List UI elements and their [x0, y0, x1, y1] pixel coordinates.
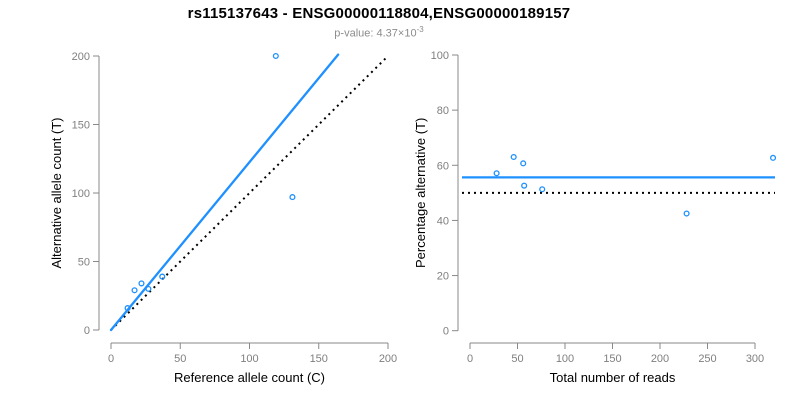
- data-point: [683, 210, 690, 217]
- x-tick-label: 300: [746, 353, 764, 365]
- y-tick-label: 40: [437, 215, 449, 227]
- y-tick-label: 20: [437, 271, 449, 283]
- y-tick-label: 50: [78, 257, 90, 269]
- left-plot: 0 50 100 150 200 0 50 100 150 200 Reference allele…: [49, 51, 397, 385]
- data-point: [520, 160, 527, 167]
- x-axis-label: Reference allele count (C): [174, 370, 325, 385]
- data-point: [131, 287, 138, 294]
- plot-title: rs115137643 - ENSG00000118804,ENSG000001…: [187, 5, 571, 22]
- y-tick-label: 150: [72, 120, 90, 132]
- identity-line: [110, 55, 389, 331]
- y-axis-label: Alternative allele count (T): [49, 117, 64, 268]
- x-tick-label: 200: [651, 353, 669, 365]
- x-tick-label: 150: [310, 353, 328, 365]
- x-tick-label: 50: [511, 353, 523, 365]
- data-point: [289, 194, 296, 201]
- data-point: [272, 52, 279, 60]
- y-tick-label: 0: [84, 325, 90, 337]
- x-tick-label: 200: [379, 353, 397, 365]
- x-tick-label: 0: [108, 353, 114, 365]
- y-axis-label: Percentage alternative (T): [413, 118, 428, 268]
- right-plot: 0 20 40 60 80 100 0 50 100 150 200 250 300 Total numb…: [413, 50, 777, 385]
- y-tick-label: 100: [431, 50, 449, 62]
- x-tick-label: 150: [603, 353, 621, 365]
- data-point: [138, 280, 145, 287]
- y-tick-label: 0: [443, 326, 449, 338]
- data-point: [493, 170, 500, 177]
- x-tick-label: 100: [556, 353, 574, 365]
- x-tick-label: 100: [240, 353, 258, 365]
- data-point: [159, 273, 166, 280]
- data-point: [521, 182, 528, 189]
- x-tick-label: 0: [467, 353, 473, 365]
- data-point: [769, 154, 777, 161]
- data-point: [510, 153, 517, 161]
- x-axis-label: Total number of reads: [550, 370, 676, 385]
- y-tick-label: 80: [437, 105, 449, 117]
- data-point: [539, 186, 546, 193]
- fit-line: [109, 53, 340, 332]
- y-tick-label: 100: [72, 188, 90, 200]
- data-point: [145, 285, 152, 292]
- x-tick-label: 250: [698, 353, 716, 365]
- y-tick-label: 200: [72, 51, 90, 63]
- y-tick-label: 60: [437, 160, 449, 172]
- data-point: [124, 305, 131, 312]
- pvalue-text: p-value: 4.37×10: [334, 27, 417, 40]
- pvalue-exponent: -3: [416, 25, 424, 34]
- x-tick-label: 50: [174, 353, 186, 365]
- pvalue-subtitle: p-value: 4.37×10-3: [0, 25, 758, 40]
